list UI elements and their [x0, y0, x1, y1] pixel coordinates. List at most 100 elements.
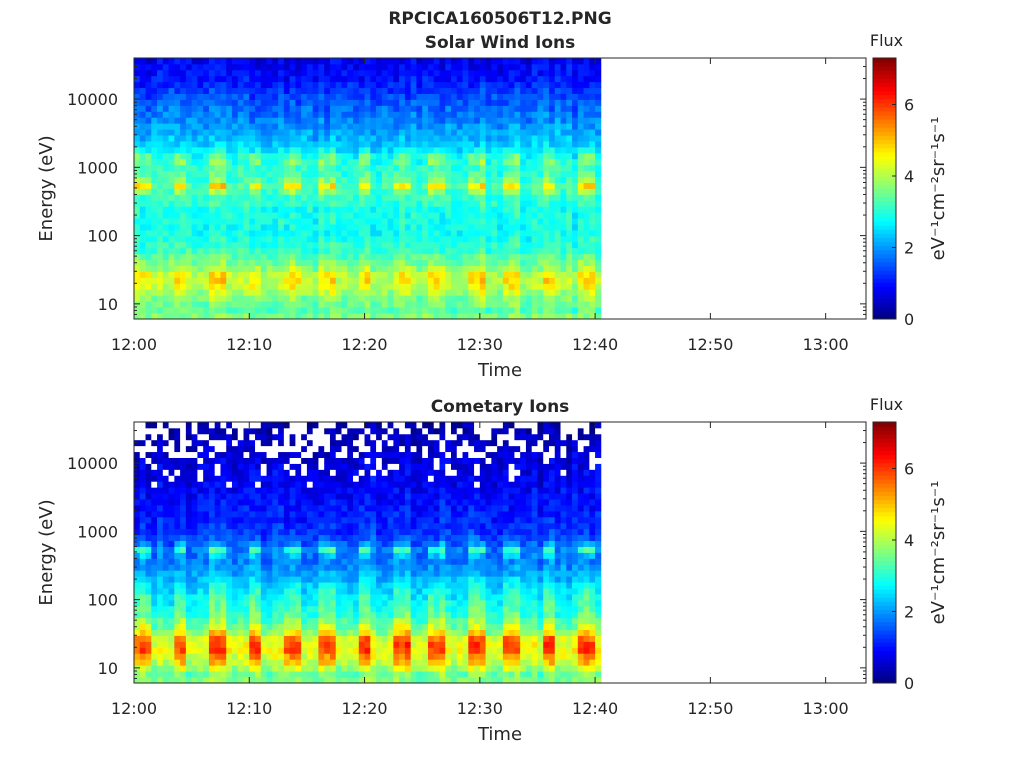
heatmap-cell — [572, 218, 579, 225]
heatmap-cell — [231, 182, 239, 189]
heatmap-cell — [572, 152, 579, 160]
heatmap-cell — [491, 224, 498, 231]
heatmap-cell — [157, 528, 164, 536]
heatmap-cell — [151, 152, 158, 160]
heatmap-cell — [162, 439, 169, 447]
heatmap-cell — [278, 123, 285, 130]
heatmap-cell — [583, 247, 590, 255]
heatmap-cell — [266, 277, 273, 284]
heatmap-cell — [289, 230, 296, 237]
heatmap-cell — [479, 241, 486, 249]
heatmap-cell — [358, 123, 365, 130]
heatmap-cell — [278, 69, 285, 77]
heatmap-cell — [283, 141, 291, 148]
heatmap-cell — [243, 481, 250, 488]
heatmap-cell — [497, 111, 504, 118]
heatmap-cell — [456, 63, 463, 71]
heatmap-cell — [139, 659, 146, 666]
heatmap-cell — [249, 212, 256, 219]
heatmap-cell — [479, 75, 486, 83]
heatmap-cell — [174, 158, 181, 166]
heatmap-cell — [335, 206, 342, 213]
heatmap-cell — [531, 164, 538, 172]
heatmap-cell — [312, 146, 319, 154]
heatmap-cell — [214, 141, 221, 148]
heatmap-cell — [226, 135, 233, 142]
heatmap-cell — [347, 241, 354, 249]
heatmap-cell — [220, 182, 227, 189]
heatmap-cell — [185, 283, 193, 290]
heatmap-cell — [329, 111, 337, 118]
heatmap-cell — [255, 259, 262, 267]
heatmap-cell — [191, 87, 198, 94]
heatmap-cell — [278, 475, 285, 482]
heatmap-cell — [266, 283, 273, 290]
heatmap-cell — [151, 69, 158, 77]
heatmap-cell — [566, 259, 573, 267]
heatmap-cell — [145, 141, 152, 148]
heatmap-cell — [387, 129, 394, 136]
heatmap-cell — [237, 564, 244, 571]
heatmap-cell — [358, 111, 365, 118]
heatmap-cell — [231, 499, 239, 506]
heatmap-cell — [237, 463, 244, 470]
heatmap-cell — [376, 170, 383, 178]
heatmap-cell — [577, 75, 584, 83]
heatmap-cell — [243, 659, 250, 666]
colorbar-segment — [873, 310, 896, 316]
heatmap-cell — [433, 313, 440, 320]
heatmap-cell — [283, 475, 291, 482]
heatmap-cell — [168, 641, 175, 648]
heatmap-cell — [416, 135, 423, 142]
heatmap-cell — [220, 241, 227, 249]
heatmap-cell — [312, 63, 319, 71]
heatmap-cell — [376, 58, 383, 65]
heatmap-cell — [364, 194, 371, 201]
heatmap-cell — [266, 135, 273, 142]
heatmap-cell — [474, 99, 481, 106]
heatmap-cell — [180, 111, 187, 118]
heatmap-cell — [139, 271, 146, 278]
heatmap-cell — [185, 111, 193, 118]
heatmap-cell — [295, 546, 302, 553]
heatmap-cell — [451, 241, 458, 249]
heatmap-cell — [531, 200, 538, 207]
heatmap-cell — [554, 58, 561, 65]
heatmap-cell — [260, 594, 267, 601]
heatmap-cell — [151, 176, 158, 183]
heatmap-cell — [278, 301, 285, 308]
heatmap-cell — [283, 463, 291, 470]
heatmap-cell — [255, 422, 262, 429]
heatmap-cell — [376, 313, 383, 320]
heatmap-cell — [358, 307, 365, 314]
heatmap-cell — [376, 224, 383, 231]
heatmap-cell — [341, 87, 348, 94]
heatmap-cell — [283, 439, 291, 447]
heatmap-cell — [306, 259, 314, 267]
heatmap-cell — [139, 230, 146, 237]
heatmap-cell — [399, 99, 406, 106]
heatmap-cell — [508, 283, 515, 290]
heatmap-cell — [231, 505, 239, 512]
axes-box — [133, 57, 867, 320]
heatmap-cell — [364, 135, 371, 142]
heatmap-cell — [306, 135, 314, 142]
heatmap-cell — [451, 230, 458, 237]
heatmap-cell — [439, 188, 446, 195]
colorbar-segment — [873, 143, 896, 149]
heatmap-cell — [566, 182, 573, 189]
heatmap-cell — [208, 259, 216, 267]
heatmap-cell — [548, 247, 556, 255]
heatmap-cell — [231, 99, 239, 106]
heatmap-cell — [560, 188, 567, 195]
heatmap-cell — [266, 641, 273, 648]
heatmap-cell — [162, 481, 169, 488]
heatmap-cell — [162, 487, 169, 494]
heatmap-cell — [381, 289, 388, 296]
heatmap-cell — [577, 123, 584, 130]
heatmap-cell — [508, 111, 515, 118]
heatmap-cell — [145, 623, 152, 631]
heatmap-cell — [451, 247, 458, 255]
heatmap-cell — [237, 295, 244, 302]
heatmap-cell — [203, 69, 210, 77]
